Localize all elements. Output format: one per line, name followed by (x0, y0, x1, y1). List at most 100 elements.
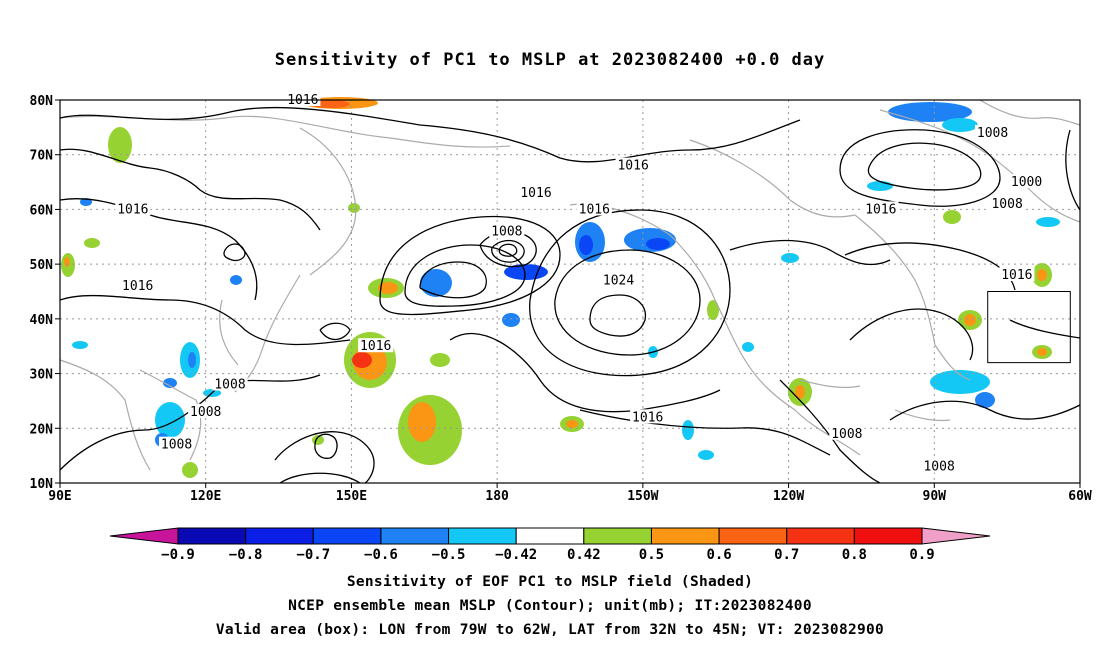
sensitivity-shade (378, 282, 398, 294)
mslp-contour (849, 308, 974, 361)
contour-label: 1016 (360, 339, 391, 354)
lat-label: 30N (30, 368, 54, 383)
contour-label: 1008 (977, 126, 1008, 141)
mslp-contour (279, 472, 361, 484)
colorbar-label: 0.7 (774, 547, 799, 563)
coastline-segment (234, 274, 301, 393)
coastline-segment (854, 214, 936, 346)
colorbar-label: −0.9 (161, 547, 195, 563)
mslp-contours (59, 106, 1081, 484)
sensitivity-shade (348, 203, 360, 213)
sensitivity-shade (566, 420, 578, 428)
lat-label: 80N (30, 94, 54, 109)
colorbar-box (312, 527, 382, 545)
lon-label: 60W (1068, 489, 1092, 504)
contour-label: 1016 (520, 186, 551, 201)
contour-label: 1016 (122, 279, 153, 294)
sensitivity-shade (420, 269, 452, 297)
mslp-contour (579, 409, 831, 456)
mslp-contour (59, 294, 351, 346)
colorbar-box (650, 527, 720, 545)
sensitivity-shade (1037, 269, 1047, 281)
contour-label-bg (829, 425, 865, 440)
sensitivity-shade (84, 238, 100, 248)
coastline-segment (299, 127, 357, 276)
sensitivity-shade (230, 275, 242, 285)
mslp-contour (1065, 129, 1081, 211)
sensitivity-shade (888, 102, 972, 122)
lon-label: 90W (923, 489, 947, 504)
contour-label: 1024 (603, 274, 634, 289)
caption-line-3: Valid area (box): LON from 79W to 62W, L… (215, 622, 885, 638)
mslp-contour (889, 400, 1081, 421)
lat-label: 10N (30, 477, 54, 492)
contour-label: 1008 (991, 197, 1022, 212)
sensitivity-shade (188, 352, 196, 368)
contour-label-bg (115, 201, 151, 216)
sensitivity-shade (942, 118, 978, 132)
coastline-segment (934, 344, 971, 381)
sensitivity-shade (867, 181, 893, 191)
coastline-segment (879, 109, 1031, 191)
colorbar-box (786, 527, 855, 545)
contour-label: 1016 (579, 202, 610, 217)
mslp-contour (729, 239, 891, 266)
mslp-contour (404, 244, 526, 307)
sensitivity-shade (1036, 217, 1060, 227)
mslp-contour (59, 374, 321, 471)
lon-label: 150E (336, 489, 367, 504)
colorbar-left-arrow (109, 527, 179, 545)
mslp-contour (867, 142, 982, 191)
colorbar-box (448, 527, 517, 545)
lat-label: 70N (30, 149, 54, 164)
contour-label: 1008 (831, 427, 862, 442)
colorbar-box (177, 527, 247, 545)
sensitivity-shade (943, 210, 961, 224)
contour-label: 1016 (617, 159, 648, 174)
colorbar-label: −0.5 (432, 547, 466, 563)
colorbar-box (853, 527, 923, 545)
contour-label: 1016 (117, 202, 148, 217)
mslp-contour (554, 249, 701, 356)
contour-label-bg (518, 185, 554, 200)
contour-label-bg (921, 458, 957, 473)
sensitivity-shade (930, 370, 990, 394)
mslp-contour (839, 129, 1001, 207)
colorbar-box (583, 527, 652, 545)
lat-label: 60N (30, 203, 54, 218)
lat-lon-grid (60, 100, 1081, 483)
mslp-contour (319, 322, 351, 341)
contour-label: 1016 (865, 202, 896, 217)
contour-label-bg (999, 267, 1035, 282)
contour-label-bg (285, 92, 321, 106)
sensitivity-shade (742, 342, 754, 352)
coastline-segment (219, 299, 239, 366)
sensitivity-shade (698, 450, 714, 460)
lon-label: 120W (773, 489, 804, 504)
lat-label: 50N (30, 258, 54, 273)
coastline-segment (714, 299, 861, 456)
mslp-contour (419, 261, 487, 299)
caption-line-2: NCEP ensemble mean MSLP (Contour); unit(… (288, 598, 812, 614)
contour-label-bg (212, 376, 248, 391)
mslp-contour (449, 332, 721, 413)
sensitivity-shade (430, 353, 450, 367)
sensitivity-shading (61, 97, 1060, 478)
contour-label: 1008 (161, 438, 192, 453)
sensitivity-shade (72, 341, 88, 349)
map-frame (59, 99, 1081, 484)
coastline-segment (799, 379, 861, 389)
contour-label-bg (188, 403, 224, 418)
sensitivity-shade (108, 127, 132, 163)
coastline-segment (1029, 189, 1081, 223)
lon-label: 150W (627, 489, 658, 504)
sensitivity-shade (795, 385, 805, 399)
contour-label: 1008 (491, 224, 522, 239)
contour-label-bg (630, 409, 666, 424)
contour-label-bg (158, 436, 195, 451)
contour-label-bg (989, 195, 1025, 210)
sensitivity-shade (781, 253, 799, 263)
colorbar-box (515, 527, 585, 545)
